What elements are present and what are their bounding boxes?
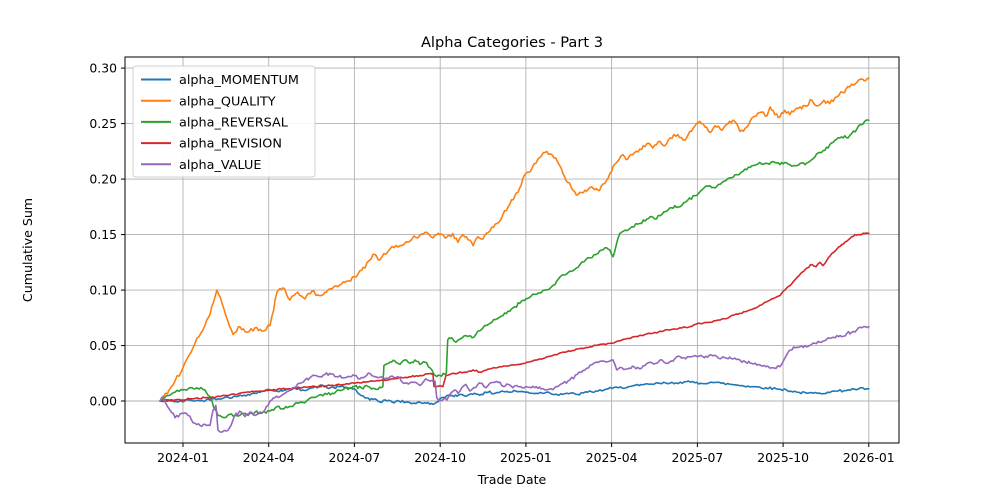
legend-item: alpha_QUALITY [141, 94, 276, 109]
y-tick-label: 0.15 [89, 227, 117, 242]
legend-label-alpha_VALUE: alpha_VALUE [179, 158, 262, 173]
x-tick-label: 2025-01 [500, 450, 552, 465]
legend-item: alpha_REVISION [141, 137, 282, 152]
y-tick-label: 0.00 [89, 393, 117, 408]
legend-label-alpha_MOMENTUM: alpha_MOMENTUM [179, 73, 299, 88]
x-axis-label: Trade Date [477, 472, 547, 487]
legend-label-alpha_REVERSAL: alpha_REVERSAL [179, 116, 289, 131]
grid-lines [125, 57, 899, 443]
x-tick-label: 2024-01 [157, 450, 209, 465]
y-tick-label: 0.30 [89, 60, 117, 75]
line-alpha_REVISION [159, 232, 870, 403]
chart-title: Alpha Categories - Part 3 [421, 34, 603, 51]
legend-item: alpha_REVERSAL [141, 116, 289, 131]
x-tick-label: 2024-07 [329, 450, 381, 465]
x-axis: 2024-01 2024-04 2024-07 2024-10 2025-01 2025-… [157, 443, 895, 465]
line-alpha_REVERSAL [159, 119, 870, 419]
legend-item: alpha_MOMENTUM [141, 73, 299, 88]
y-tick-label: 0.05 [89, 338, 117, 353]
x-tick-label: 2024-10 [414, 450, 466, 465]
x-tick-label: 2026-01 [843, 450, 895, 465]
line-alpha_VALUE [159, 325, 870, 433]
line-alpha_QUALITY [159, 77, 870, 402]
y-axis: 0.00 0.05 0.10 0.15 0.20 0.25 0.30 [89, 60, 125, 408]
legend: alpha_MOMENTUM alpha_QUALITY alpha_REVERSA… [132, 65, 316, 178]
y-axis-label: Cumulative Sum [20, 198, 35, 302]
legend-item: alpha_VALUE [141, 158, 262, 173]
legend-label-alpha_QUALITY: alpha_QUALITY [179, 94, 276, 109]
x-tick-label: 2025-10 [757, 450, 809, 465]
x-tick-label: 2025-04 [586, 450, 638, 465]
line-alpha_MOMENTUM [159, 380, 870, 406]
y-tick-label: 0.10 [89, 282, 117, 297]
x-tick-label: 2024-04 [243, 450, 295, 465]
legend-label-alpha_REVISION: alpha_REVISION [179, 137, 282, 152]
y-tick-label: 0.20 [89, 171, 117, 186]
plot-border [124, 56, 900, 444]
series-lines [159, 77, 870, 433]
y-tick-label: 0.25 [89, 116, 117, 131]
x-tick-label: 2025-07 [672, 450, 724, 465]
legend-box [132, 65, 316, 178]
